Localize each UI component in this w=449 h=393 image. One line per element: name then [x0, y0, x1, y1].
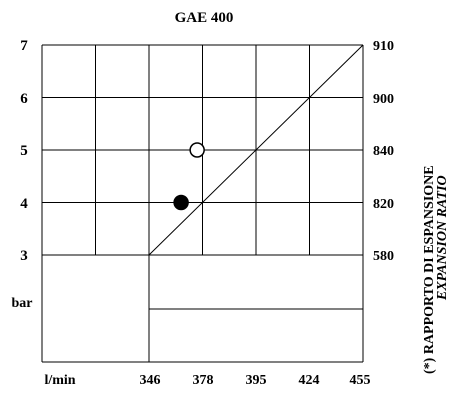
y-left-tick-4: 4 — [20, 196, 28, 212]
x-axis-unit: l/min — [44, 373, 75, 388]
y-right-tick-900: 900 — [373, 92, 394, 107]
right-axis-subtitle: EXPANSION RATIO — [435, 175, 449, 301]
x-tick-395: 395 — [246, 373, 267, 388]
x-tick-346: 346 — [140, 373, 161, 388]
y-right-tick-820: 820 — [373, 197, 394, 212]
left-axis-ticks: 7 6 5 4 3 bar — [12, 38, 33, 311]
x-axis-ticks: l/min 346 378 395 424 455 — [44, 373, 370, 388]
right-axis-title: (*) RAPPORTO DI ESPANSIONE — [422, 165, 437, 374]
expansion-line — [148, 44, 364, 256]
x-tick-455: 455 — [350, 373, 371, 388]
y-left-tick-3: 3 — [20, 248, 28, 264]
chart-title: GAE 400 — [175, 10, 234, 26]
y-right-tick-840: 840 — [373, 144, 394, 159]
y-left-tick-6: 6 — [20, 91, 28, 107]
x-tick-378: 378 — [193, 373, 214, 388]
y-left-tick-5: 5 — [20, 143, 28, 159]
marker-filled — [173, 194, 189, 211]
y-left-unit: bar — [12, 296, 33, 311]
marker-open — [189, 142, 205, 158]
y-right-tick-910: 910 — [373, 39, 394, 54]
y-left-tick-7: 7 — [20, 38, 28, 54]
right-axis-ticks: 910 900 840 820 580 — [373, 39, 394, 264]
x-tick-424: 424 — [299, 373, 320, 388]
y-right-tick-580: 580 — [373, 249, 394, 264]
